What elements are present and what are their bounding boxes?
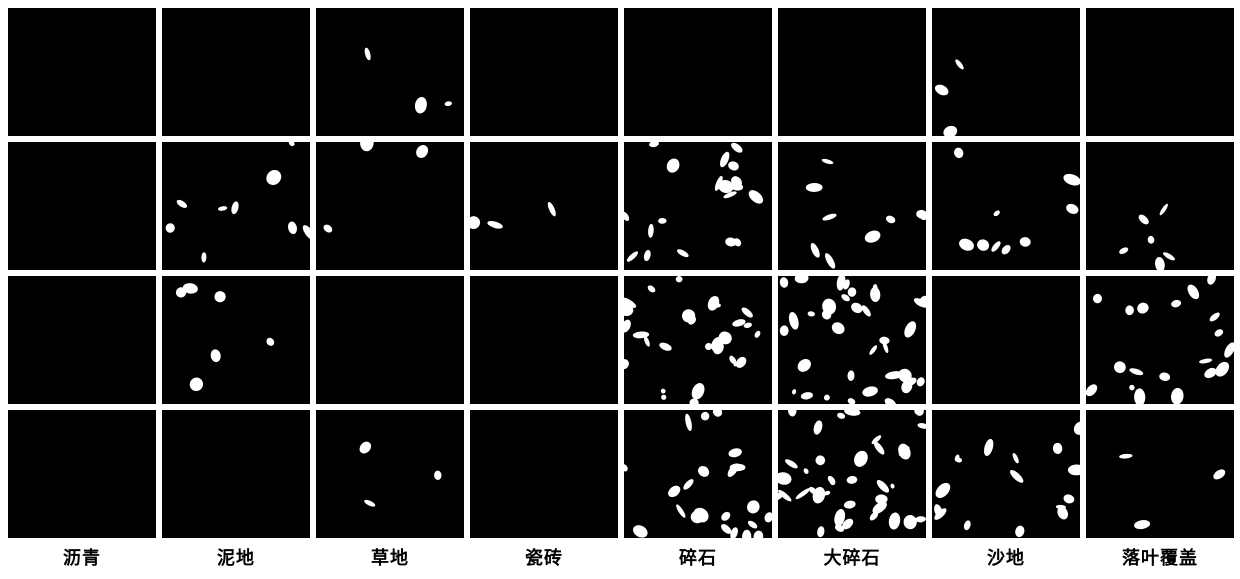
column-labels-row: 沥青泥地草地瓷砖碎石大碎石沙地落叶覆盖	[8, 544, 1232, 570]
cell-leaf-cover-row4	[1086, 410, 1234, 538]
column-label-asphalt: 沥青	[8, 544, 156, 570]
column-label-grass: 草地	[316, 544, 464, 570]
column-label-gravel: 碎石	[624, 544, 772, 570]
column-label-leaf-cover: 落叶覆盖	[1086, 544, 1234, 570]
cell-tile-row3	[470, 276, 618, 404]
cell-grass-row4	[316, 410, 464, 538]
cell-large-gravel-row4	[778, 410, 926, 538]
cell-gravel-row1	[624, 8, 772, 136]
cell-gravel-row3	[624, 276, 772, 404]
cell-gravel-row4	[624, 410, 772, 538]
cell-grass-row2	[316, 142, 464, 270]
cell-grass-row1	[316, 8, 464, 136]
cell-mud-row3	[162, 276, 310, 404]
cell-sand-row2	[932, 142, 1080, 270]
cell-leaf-cover-row2	[1086, 142, 1234, 270]
column-label-mud: 泥地	[162, 544, 310, 570]
cell-large-gravel-row2	[778, 142, 926, 270]
cell-gravel-row2	[624, 142, 772, 270]
cell-mud-row2	[162, 142, 310, 270]
image-grid	[8, 8, 1232, 538]
cell-large-gravel-row3	[778, 276, 926, 404]
cell-asphalt-row2	[8, 142, 156, 270]
column-label-sand: 沙地	[932, 544, 1080, 570]
cell-leaf-cover-row3	[1086, 276, 1234, 404]
cell-tile-row4	[470, 410, 618, 538]
cell-asphalt-row3	[8, 276, 156, 404]
cell-large-gravel-row1	[778, 8, 926, 136]
column-label-large-gravel: 大碎石	[778, 544, 926, 570]
cell-sand-row4	[932, 410, 1080, 538]
cell-tile-row1	[470, 8, 618, 136]
terrain-sample-grid: 沥青泥地草地瓷砖碎石大碎石沙地落叶覆盖	[8, 8, 1232, 570]
cell-sand-row1	[932, 8, 1080, 136]
cell-leaf-cover-row1	[1086, 8, 1234, 136]
cell-asphalt-row4	[8, 410, 156, 538]
cell-mud-row1	[162, 8, 310, 136]
cell-tile-row2	[470, 142, 618, 270]
cell-grass-row3	[316, 276, 464, 404]
cell-sand-row3	[932, 276, 1080, 404]
cell-asphalt-row1	[8, 8, 156, 136]
column-label-tile: 瓷砖	[470, 544, 618, 570]
cell-mud-row4	[162, 410, 310, 538]
